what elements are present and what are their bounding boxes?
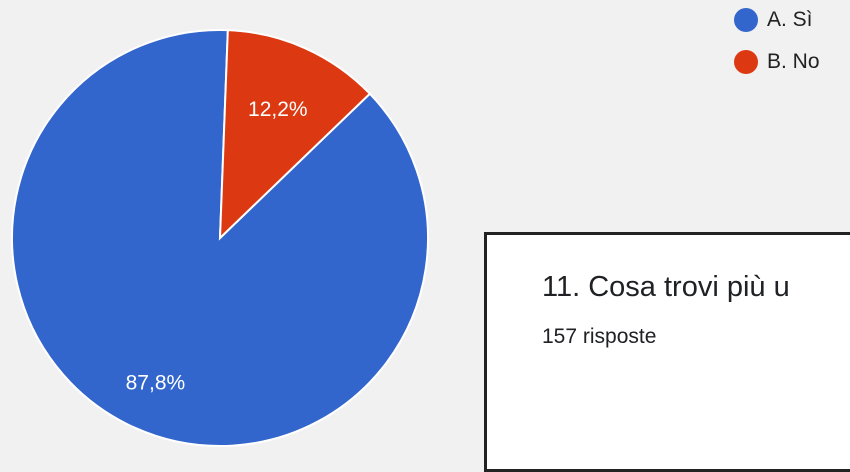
legend-item-no[interactable]: B. No xyxy=(734,50,820,74)
pie-slice-no[interactable] xyxy=(218,29,372,241)
legend-swatch-no xyxy=(734,50,758,74)
slice-label-no: 12,2% xyxy=(248,98,308,121)
next-question-card: 11. Cosa trovi più u 157 risposte xyxy=(484,232,850,472)
chart-legend: A. Sì B. No xyxy=(734,8,820,74)
pie-chart: 87,8% 12,2% xyxy=(11,29,429,447)
legend-label-no: B. No xyxy=(767,50,820,73)
slice-label-yes: 87,8% xyxy=(126,371,186,394)
response-count: 157 risposte xyxy=(542,325,657,348)
legend-item-yes[interactable]: A. Sì xyxy=(734,8,820,32)
legend-swatch-yes xyxy=(734,8,758,32)
question-title: 11. Cosa trovi più u xyxy=(542,271,790,303)
legend-label-yes: A. Sì xyxy=(767,8,813,31)
